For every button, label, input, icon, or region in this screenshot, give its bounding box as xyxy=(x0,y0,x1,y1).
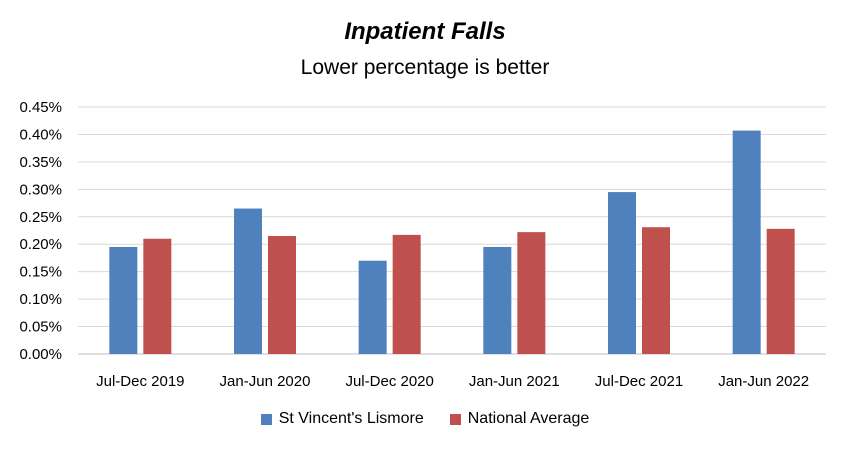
x-tick-label: Jul-Dec 2019 xyxy=(96,373,184,390)
x-tick-label: Jul-Dec 2021 xyxy=(595,373,683,390)
bar-series-2 xyxy=(392,234,421,354)
bar-series-2 xyxy=(268,235,296,354)
y-tick-label: 0.15% xyxy=(19,264,62,281)
bar-series-1 xyxy=(234,208,262,354)
bar-series-2 xyxy=(766,228,795,354)
y-axis: 0.00% 0.05% 0.10% 0.15% 0.20% 0.25% 0.30% 0.35%… xyxy=(19,99,62,363)
bar-series-2 xyxy=(517,232,546,354)
chart-subtitle: Lower percentage is better xyxy=(300,56,550,79)
y-tick-label: 0.45% xyxy=(19,99,62,116)
y-tick-label: 0.10% xyxy=(19,291,62,308)
y-tick-label: 0.40% xyxy=(19,126,62,143)
x-tick-label: Jan-Jun 2020 xyxy=(220,373,311,390)
bar-series-2 xyxy=(642,227,670,354)
x-tick-label: Jul-Dec 2020 xyxy=(345,373,433,390)
legend-label-series-1: St Vincent's Lismore xyxy=(278,410,424,427)
legend-swatch-series-1 xyxy=(260,413,272,425)
x-tick-label: Jan-Jun 2021 xyxy=(469,373,560,390)
y-tick-label: 0.30% xyxy=(19,181,62,198)
bars xyxy=(109,130,795,354)
gridlines xyxy=(78,106,826,355)
bar-series-1 xyxy=(109,246,138,354)
bar-series-1 xyxy=(483,246,512,354)
legend-item-series-2: National Average xyxy=(449,410,590,428)
x-axis: Jul-Dec 2019 Jan-Jun 2020 Jul-Dec 2020 Jan-… xyxy=(96,373,809,390)
legend-swatch-series-2 xyxy=(449,413,461,425)
bar-series-1 xyxy=(608,192,636,354)
chart-title: Inpatient Falls xyxy=(344,18,506,45)
x-tick-label: Jan-Jun 2022 xyxy=(718,373,809,390)
legend-label-series-2: National Average xyxy=(467,410,590,427)
legend: St Vincent's Lismore National Average xyxy=(0,410,850,428)
legend-item-series-1: St Vincent's Lismore xyxy=(260,410,424,428)
y-tick-label: 0.35% xyxy=(19,154,62,171)
y-tick-label: 0.25% xyxy=(19,209,62,226)
y-tick-label: 0.00% xyxy=(19,346,62,363)
y-tick-label: 0.05% xyxy=(19,319,62,336)
y-tick-label: 0.20% xyxy=(19,236,62,253)
bar-series-1 xyxy=(358,260,387,354)
bar-series-1 xyxy=(732,130,761,354)
bar-series-2 xyxy=(143,238,172,354)
